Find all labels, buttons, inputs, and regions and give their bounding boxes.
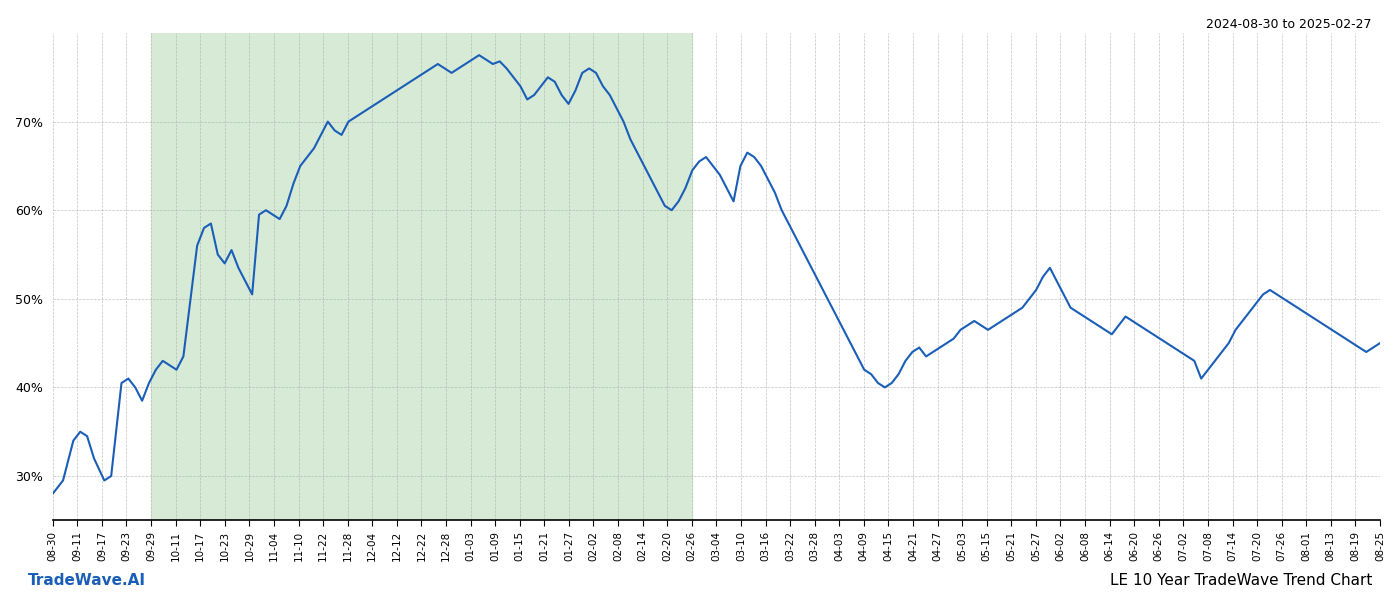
Text: LE 10 Year TradeWave Trend Chart: LE 10 Year TradeWave Trend Chart (1110, 573, 1372, 588)
Text: 2024-08-30 to 2025-02-27: 2024-08-30 to 2025-02-27 (1207, 18, 1372, 31)
Bar (151, 33, 692, 520)
Text: TradeWave.AI: TradeWave.AI (28, 573, 146, 588)
